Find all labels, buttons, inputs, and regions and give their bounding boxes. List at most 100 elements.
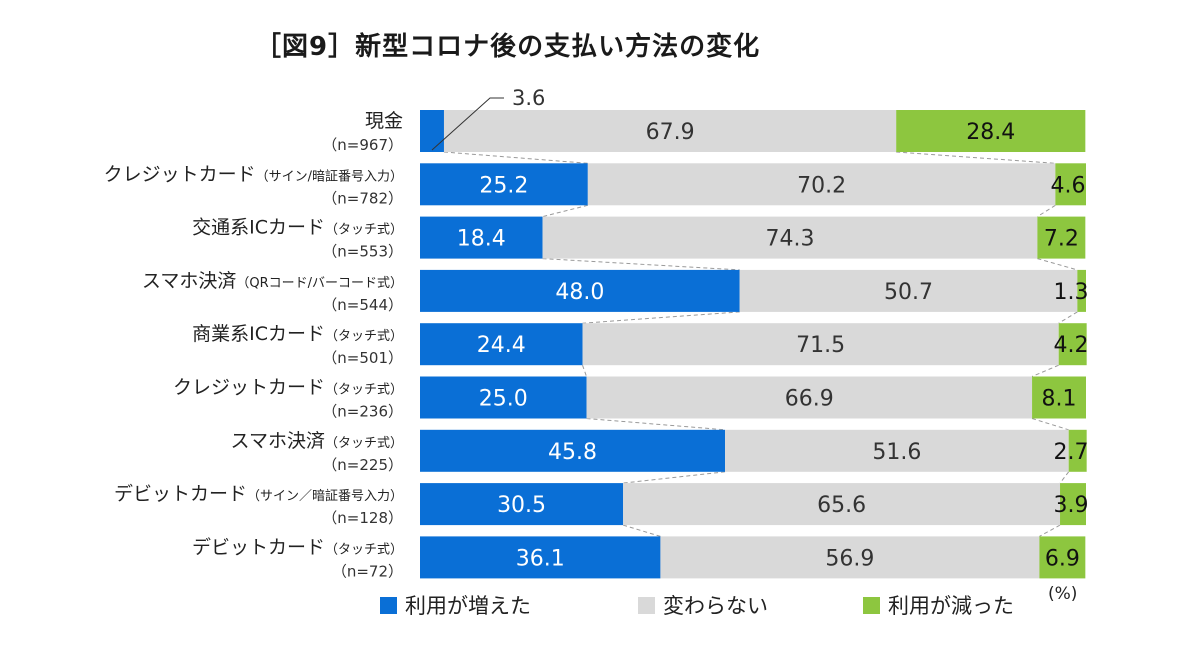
category-sample-size: （n=544） <box>322 296 403 314</box>
connector-line <box>542 204 588 218</box>
value-label-unchanged: 50.7 <box>884 280 933 305</box>
category-sample-size: （n=553） <box>322 243 403 261</box>
category-label: 商業系ICカード（タッチ式） <box>192 323 403 345</box>
category-name: 現金 <box>365 110 403 132</box>
bar-increased <box>420 163 588 206</box>
bar-unchanged <box>623 483 1061 526</box>
bar-unchanged <box>586 376 1033 419</box>
value-label-decreased: 28.4 <box>966 120 1015 145</box>
legend-swatch-increased <box>380 596 397 614</box>
value-label-unchanged: 70.2 <box>797 173 846 198</box>
chart-title: ［図9］新型コロナ後の支払い方法の変化 <box>255 32 761 62</box>
value-label-increased: 30.5 <box>497 493 546 518</box>
category-label: デビットカード（タッチ式） <box>192 536 403 558</box>
value-label-decreased: 8.1 <box>1042 387 1077 412</box>
legend-item-decreased: 利用が減った <box>863 590 1014 620</box>
unit-label: (%) <box>1048 584 1078 604</box>
category-sample-size: （n=72） <box>332 562 403 580</box>
category-subtitle: （タッチ式） <box>325 223 403 238</box>
connector-line <box>582 365 587 377</box>
bar-decreased <box>896 110 1086 152</box>
bar-decreased <box>1068 429 1087 472</box>
category-name: デビットカード <box>192 536 325 558</box>
bar-unchanged <box>587 163 1056 206</box>
value-label-decreased: 3.9 <box>1054 493 1089 518</box>
category-sample-size: （n=501） <box>322 349 403 367</box>
bar-unchanged <box>443 110 897 152</box>
connector-line <box>1039 524 1061 537</box>
bar-increased <box>420 216 543 259</box>
bar-increased <box>420 429 726 472</box>
value-label-increased: 48.0 <box>555 280 604 305</box>
category-sample-size: （n=225） <box>322 456 403 474</box>
category-label: スマホ決済（QRコード/バーコード式） <box>142 270 403 292</box>
bar-increased <box>420 376 587 419</box>
value-label-decreased: 4.2 <box>1054 333 1089 358</box>
category-name: 交通系ICカード <box>192 217 325 239</box>
category-name: クレジットカード <box>173 377 325 399</box>
value-label-unchanged: 66.9 <box>785 387 834 412</box>
category-sample-size: （n=128） <box>322 509 403 527</box>
value-label-decreased: 6.9 <box>1045 546 1080 571</box>
value-label-increased: 18.4 <box>457 227 506 252</box>
connector-line <box>623 471 726 484</box>
callout-line <box>431 97 504 151</box>
bar-decreased <box>1039 536 1086 579</box>
connector-line <box>1031 364 1059 377</box>
bar-increased <box>420 269 740 312</box>
value-label-decreased: 1.3 <box>1054 280 1089 305</box>
value-label-unchanged: 51.6 <box>872 440 921 465</box>
value-label-increased: 45.8 <box>548 440 597 465</box>
value-label-increased: 25.0 <box>479 387 528 412</box>
value-label-decreased: 4.6 <box>1051 173 1086 198</box>
bar-increased <box>420 323 583 366</box>
category-sample-size: （n=782） <box>322 189 403 207</box>
connector-line <box>1037 204 1056 218</box>
stacked-bar-chart: 3.667.9 28.4現金（n=967）25.2 70.2 4.6クレジットカード（… <box>104 86 1089 580</box>
value-label-increased: 36.1 <box>516 546 565 571</box>
connector-line <box>1037 258 1078 271</box>
bar-decreased <box>1055 163 1086 206</box>
connector-line <box>542 258 740 271</box>
value-label-unchanged: 65.6 <box>817 493 866 518</box>
value-label-increased: 25.2 <box>479 173 528 198</box>
category-sample-size: （n=236） <box>322 403 403 421</box>
bar-increased <box>420 110 444 152</box>
category-label: 現金 <box>365 110 403 132</box>
connector-line <box>582 311 740 324</box>
category-label: クレジットカード（タッチ式） <box>173 377 403 399</box>
bar-decreased <box>1077 269 1086 312</box>
bar-decreased <box>1032 376 1086 419</box>
category-name: クレジットカード <box>104 163 256 185</box>
connector-line <box>896 151 1056 164</box>
value-label-increased: 24.4 <box>477 333 526 358</box>
category-subtitle: （タッチ式） <box>325 436 403 451</box>
connector-line <box>586 418 726 431</box>
legend-swatch-decreased <box>863 596 880 614</box>
category-label: スマホ決済（タッチ式） <box>231 430 403 452</box>
bar-unchanged <box>739 269 1078 312</box>
category-subtitle: （サイン/暗証番号入力） <box>256 169 403 184</box>
category-name: デビットカード <box>114 483 247 505</box>
value-label-increased: 3.6 <box>512 86 545 110</box>
bar-unchanged <box>660 536 1040 579</box>
connector-line <box>1059 471 1070 484</box>
connector-line <box>1058 311 1078 324</box>
category-subtitle: （タッチ式） <box>325 542 403 557</box>
value-label-decreased: 2.7 <box>1054 440 1089 465</box>
connector-line <box>622 524 661 537</box>
bar-increased <box>420 483 624 526</box>
legend-swatch-unchanged <box>638 596 655 614</box>
legend-label-unchanged: 変わらない <box>663 594 768 618</box>
value-label-decreased: 7.2 <box>1044 227 1079 252</box>
bar-decreased <box>1058 323 1087 366</box>
bar-unchanged <box>725 429 1069 472</box>
connector-line <box>443 151 588 164</box>
legend-label-decreased: 利用が減った <box>888 594 1014 618</box>
bar-decreased <box>1037 216 1086 259</box>
category-sample-size: （n=967） <box>322 136 403 154</box>
bar-unchanged <box>582 323 1059 366</box>
value-label-unchanged: 56.9 <box>825 546 874 571</box>
legend-item-unchanged: 変わらない <box>638 590 768 620</box>
connector-line <box>1031 418 1069 431</box>
